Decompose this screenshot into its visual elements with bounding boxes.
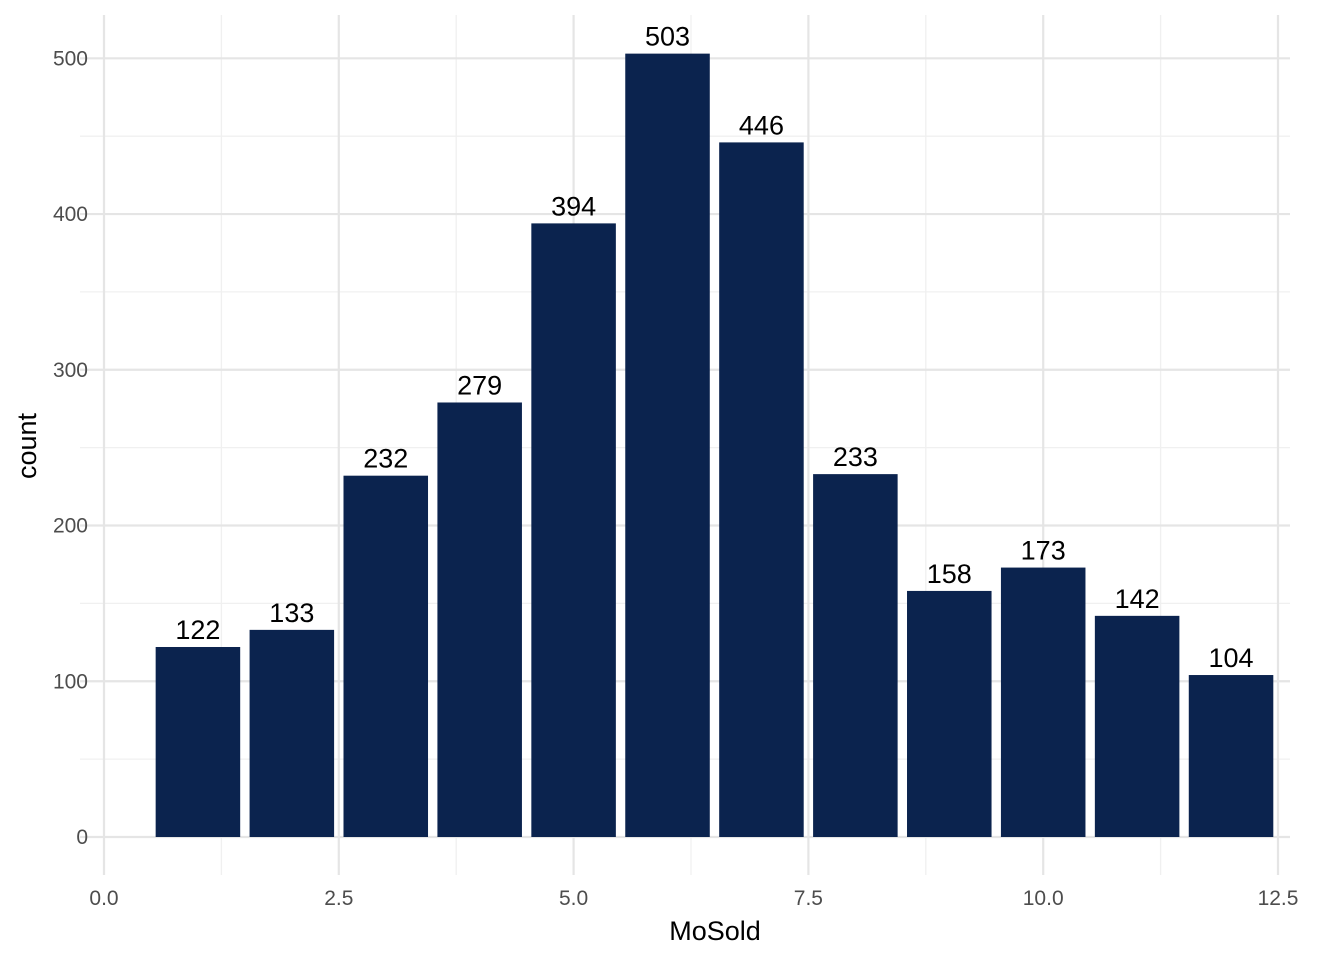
bar (531, 223, 616, 837)
bar-value-label: 503 (645, 22, 690, 52)
bar-value-label: 279 (457, 370, 502, 400)
y-tick-label: 300 (53, 359, 88, 382)
bar-value-label: 142 (1115, 584, 1160, 614)
bars (155, 53, 1274, 837)
x-tick-label: 5.0 (559, 887, 588, 910)
y-tick-label: 0 (76, 826, 88, 849)
bar (1000, 567, 1086, 837)
bar (249, 629, 335, 837)
y-tick-label: 200 (53, 515, 88, 538)
y-tick-label: 400 (53, 203, 88, 226)
bar (907, 590, 992, 837)
x-tick-label: 12.5 (1258, 887, 1299, 910)
bar (437, 402, 522, 837)
bar-value-label: 233 (833, 442, 878, 472)
bar (343, 475, 429, 837)
bar-value-label: 446 (739, 110, 784, 140)
x-tick-label: 7.5 (794, 887, 823, 910)
bar-value-label: 394 (551, 191, 596, 221)
bar-value-label: 232 (363, 444, 408, 474)
bar-value-label: 122 (175, 615, 220, 645)
x-tick-label: 2.5 (324, 887, 353, 910)
bar (1188, 675, 1274, 837)
x-axis-title: MoSold (669, 916, 761, 946)
x-tick-label: 0.0 (89, 887, 118, 910)
bar (155, 646, 241, 837)
y-tick-label: 100 (53, 670, 88, 693)
bar (813, 474, 898, 837)
y-tick-label: 500 (53, 47, 88, 70)
y-axis-ticks: 0 100 200 300 400 500 (53, 47, 88, 849)
bar (1094, 615, 1180, 837)
bar (719, 142, 804, 837)
data-labels: 122 133 232 279 394 503 446 233 158 173 142 104 (175, 22, 1253, 673)
bar-value-label: 104 (1209, 643, 1254, 673)
y-axis-title: count (12, 412, 42, 479)
bar-value-label: 173 (1021, 536, 1066, 566)
bar (625, 53, 710, 837)
x-tick-label: 10.0 (1023, 887, 1064, 910)
bar-value-label: 133 (269, 598, 314, 628)
bar-value-label: 158 (927, 559, 972, 589)
x-axis-ticks: 0.0 2.5 5.0 7.5 10.0 12.5 (89, 887, 1298, 910)
